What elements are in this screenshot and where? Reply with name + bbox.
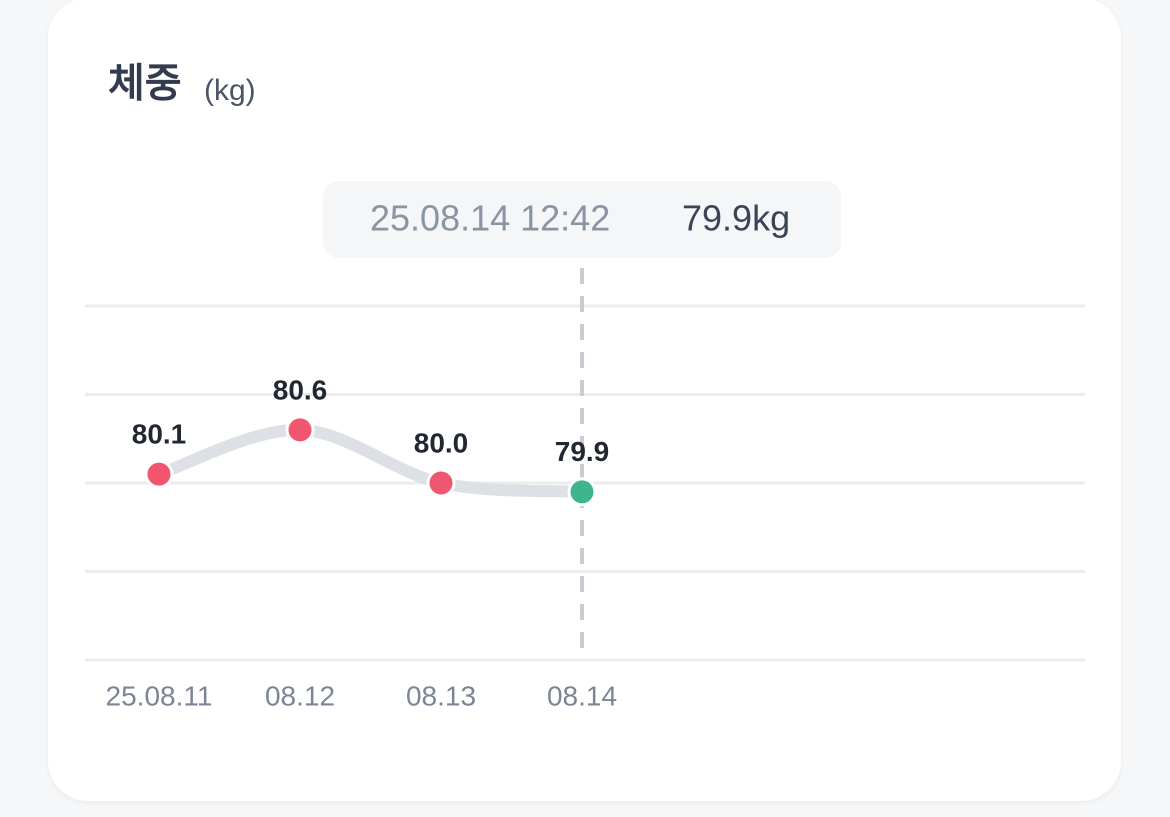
point: [567, 477, 597, 507]
tooltip-value: 79.9kg: [682, 198, 790, 239]
point: [144, 459, 174, 489]
unit: (kg): [204, 74, 256, 107]
data-label: 80.6: [273, 374, 328, 405]
data-label: 79.9: [555, 436, 610, 467]
x-tick-label: 08.13: [406, 680, 476, 711]
x-tick-label: 08.14: [547, 680, 617, 711]
data-label: 80.0: [414, 427, 469, 458]
line: [153, 423, 588, 498]
tooltip: [323, 181, 841, 258]
point: [285, 415, 315, 445]
card: [48, 0, 1121, 801]
tooltip-time: 25.08.14 12:42: [370, 198, 610, 239]
x-tick-label: 25.08.11: [106, 680, 213, 711]
data-label: 80.1: [132, 419, 187, 450]
point: [426, 468, 456, 498]
x-tick-label: 08.12: [265, 680, 335, 711]
chart-title: 체중: [108, 62, 182, 106]
